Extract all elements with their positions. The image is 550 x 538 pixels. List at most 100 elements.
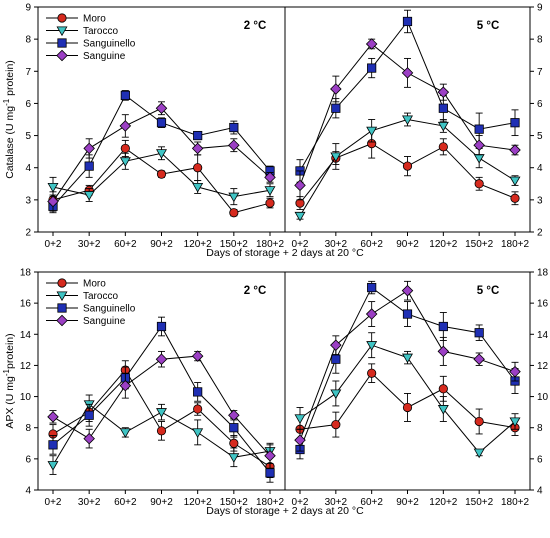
legend-label: Sanguinello: [83, 39, 136, 50]
y-tick-label: 10: [20, 392, 32, 403]
series-line: [52, 325, 271, 474]
data-point-moro: [331, 419, 341, 430]
legend-marker-sanguine: [56, 49, 68, 62]
data-point-sanguine: [365, 308, 378, 320]
x-tick-label: 120+2: [184, 239, 213, 250]
data-point-sanguinello: [120, 90, 130, 100]
legend-marker-sanguinello: [57, 303, 67, 313]
x-tick-label: 120+2: [184, 497, 213, 508]
data-point-sanguine: [330, 339, 342, 351]
legend-label: Sanguinello: [83, 304, 136, 315]
x-tick-label: 0+2: [292, 497, 309, 508]
data-point-tarocco: [437, 121, 449, 132]
y-axis-label-superscript: -1: [2, 368, 11, 376]
series-sanguine: [47, 350, 276, 469]
data-point-sanguine: [47, 195, 59, 208]
data-point-sanguine: [473, 139, 485, 151]
legend-marker-moro: [57, 278, 67, 288]
y-tick-label: 6: [25, 454, 31, 465]
y-tick-label: 8: [537, 423, 543, 434]
data-point-tarocco: [83, 191, 95, 201]
data-point-sanguine: [228, 139, 240, 151]
data-point-sanguine: [294, 434, 306, 446]
panel-label: 5 °C: [477, 285, 500, 297]
panel-label: 2 °C: [244, 285, 267, 297]
y-tick-label: 16: [537, 299, 549, 310]
x-tick-label: 0+2: [45, 497, 62, 508]
x-tick-label: 0+2: [292, 239, 309, 250]
series-sanguine: [294, 280, 521, 452]
y-axis-label: APX (U mg-1protein): [2, 333, 16, 428]
legend-label: Tarocco: [83, 291, 118, 302]
data-point-sanguine: [294, 179, 306, 192]
y-tick-label: 5: [537, 131, 543, 142]
y-axis-label-part: protein): [4, 60, 16, 99]
legend-label: Sanguine: [83, 316, 126, 327]
data-point-sanguinello: [367, 282, 377, 293]
x-tick-label: 180+2: [256, 497, 285, 508]
y-tick-label: 9: [25, 3, 31, 14]
legend-marker-sanguine: [56, 314, 68, 327]
data-point-sanguine: [83, 142, 95, 155]
data-point-moro: [474, 416, 484, 427]
data-point-sanguinello: [438, 103, 448, 113]
series-sanguinello: [295, 280, 520, 460]
y-tick-label: 4: [537, 486, 543, 497]
x-tick-label: 90+2: [396, 239, 419, 250]
x-tick-label: 120+2: [429, 239, 458, 250]
data-point-sanguine: [191, 142, 204, 155]
data-point-tarocco: [366, 126, 378, 137]
legend-marker-tarocco: [56, 26, 68, 37]
y-tick-label: 2: [25, 228, 31, 239]
y-tick-label: 5: [25, 131, 31, 142]
x-tick-label: 90+2: [150, 239, 173, 250]
y-tick-label: 6: [25, 99, 31, 110]
y-tick-label: 14: [20, 330, 32, 341]
data-point-sanguinello: [331, 103, 341, 113]
x-tick-label: 30+2: [78, 239, 101, 250]
y-tick-label: 8: [25, 423, 31, 434]
y-tick-label: 4: [25, 163, 31, 174]
y-tick-label: 3: [25, 195, 31, 206]
y-tick-label: 9: [537, 3, 543, 14]
data-point-moro: [367, 368, 377, 378]
legend-label: Sanguine: [83, 51, 126, 62]
data-point-sanguine: [155, 102, 168, 115]
x-axis-label: Days of storage + 2 days at 20 °C: [206, 505, 364, 517]
legend-marker-sanguinello: [57, 38, 67, 48]
x-tick-label: 180+2: [501, 239, 530, 250]
x-tick-label: 60+2: [360, 497, 383, 508]
x-tick-label: 90+2: [396, 497, 419, 508]
data-point-tarocco: [402, 115, 413, 126]
data-point-moro: [193, 404, 203, 414]
x-tick-label: 150+2: [465, 239, 494, 250]
data-point-sanguine: [47, 411, 59, 423]
y-tick-label: 18: [537, 268, 549, 279]
data-point-sanguine: [330, 83, 342, 95]
y-tick-label: 3: [537, 195, 543, 206]
x-tick-label: 180+2: [256, 239, 285, 250]
data-point-tarocco: [264, 186, 276, 196]
x-tick-label: 150+2: [220, 497, 249, 508]
y-tick-label: 8: [25, 35, 31, 46]
data-point-tarocco: [228, 192, 240, 203]
data-point-tarocco: [119, 428, 131, 438]
y-axis-label-superscript: -1: [2, 98, 11, 106]
data-point-sanguine: [437, 86, 450, 98]
data-point-sanguinello: [48, 440, 58, 450]
data-point-sanguine: [191, 350, 204, 362]
series-sanguine: [294, 38, 521, 201]
y-tick-label: 12: [537, 361, 549, 372]
data-point-sanguine: [365, 38, 378, 50]
y-tick-label: 7: [537, 67, 543, 78]
series-line: [299, 20, 516, 172]
data-point-sanguinello: [84, 161, 94, 171]
data-point-moro: [265, 198, 275, 208]
x-tick-label: 150+2: [220, 239, 249, 250]
data-point-sanguinello: [438, 321, 448, 332]
